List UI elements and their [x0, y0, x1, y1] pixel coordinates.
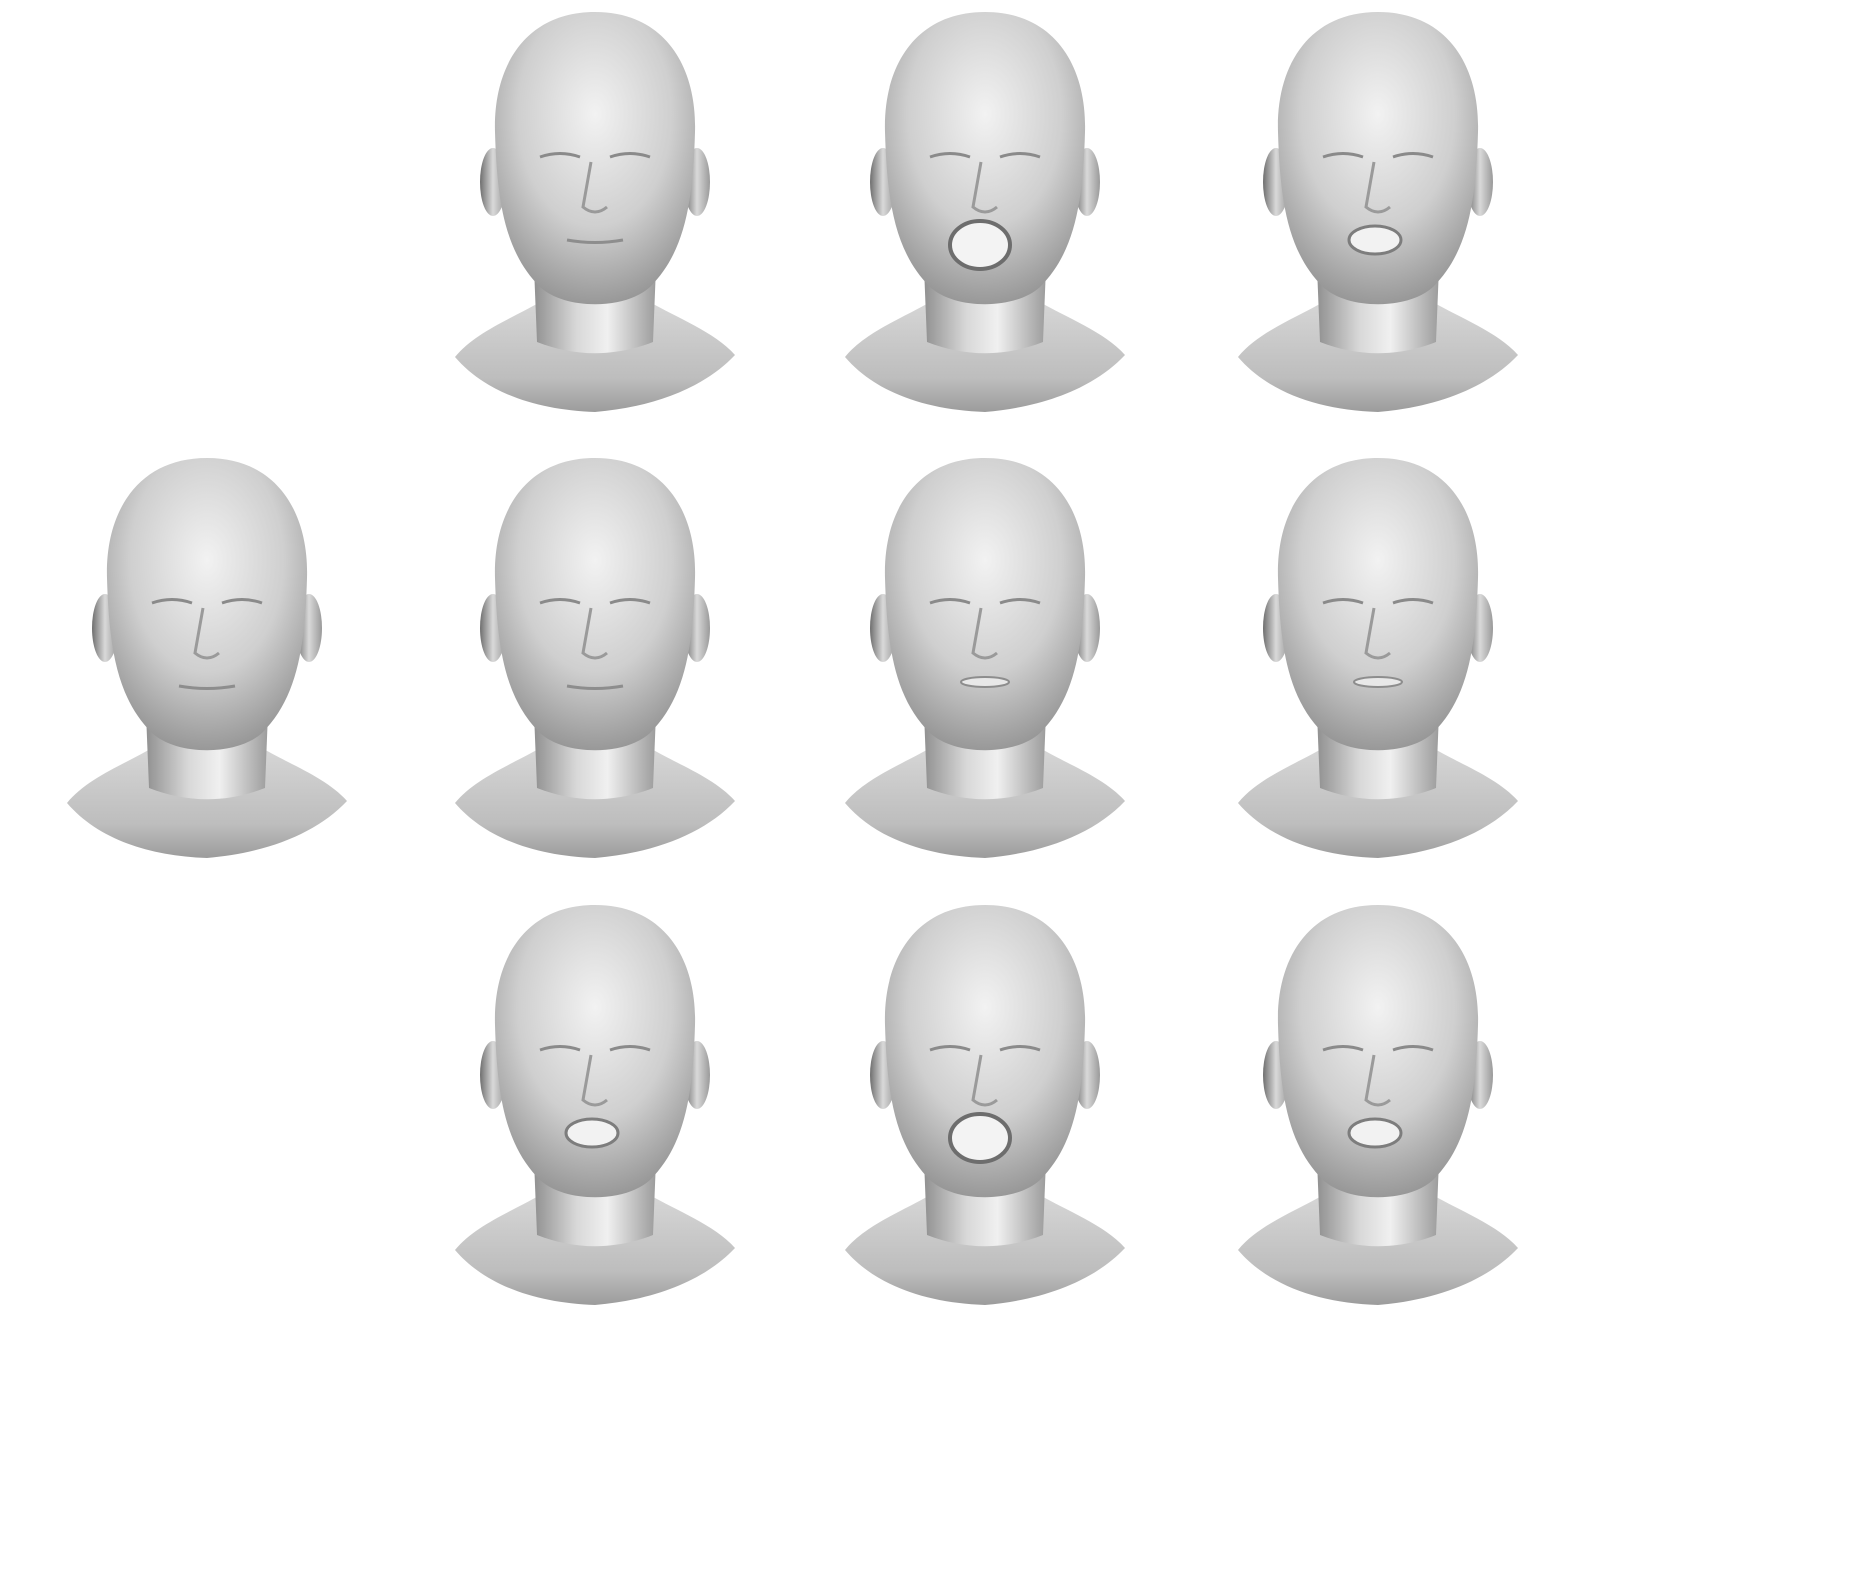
head	[1278, 12, 1478, 304]
head-middle-col2	[845, 458, 1125, 858]
head-middle-col3	[1238, 458, 1518, 858]
mouth	[1349, 226, 1401, 254]
head	[107, 458, 307, 750]
head	[495, 905, 695, 1197]
mouth	[961, 677, 1009, 687]
head-top-col2	[845, 12, 1125, 412]
mouth	[1349, 1119, 1401, 1147]
head-top-col3	[1238, 12, 1518, 412]
head-bottom-col3	[1238, 905, 1518, 1305]
head	[885, 458, 1085, 750]
head-bottom-col1	[455, 905, 735, 1305]
head	[1278, 905, 1478, 1197]
mouth	[950, 1114, 1010, 1162]
head-middle-col1	[455, 458, 735, 858]
mouth	[566, 1119, 618, 1147]
head-top-col1	[455, 12, 735, 412]
head-middle-col0	[67, 458, 347, 858]
head	[495, 12, 695, 304]
head-bottom-col2	[845, 905, 1125, 1305]
mouth	[950, 221, 1010, 269]
mouth	[1354, 677, 1402, 687]
head	[1278, 458, 1478, 750]
head	[495, 458, 695, 750]
